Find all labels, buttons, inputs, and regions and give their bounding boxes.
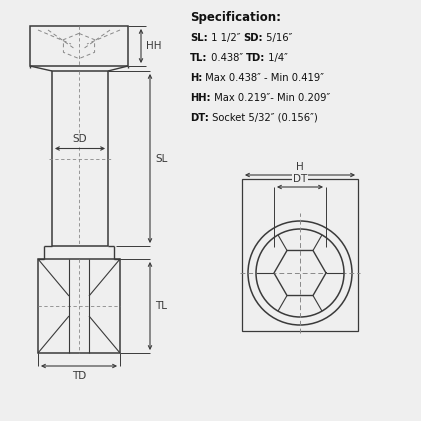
Text: SD: SD <box>73 134 87 144</box>
Text: SL:: SL: <box>190 33 208 43</box>
Text: Socket 5/32″ (0.156″): Socket 5/32″ (0.156″) <box>209 113 317 123</box>
Text: Max 0.219″- Min 0.209″: Max 0.219″- Min 0.209″ <box>210 93 330 103</box>
Bar <box>52 71 108 246</box>
Text: SL: SL <box>155 154 168 163</box>
Text: TL: TL <box>155 301 167 311</box>
Text: Max 0.438″ - Min 0.419″: Max 0.438″ - Min 0.419″ <box>203 73 324 83</box>
Text: 1 1/2″: 1 1/2″ <box>208 33 243 43</box>
Text: HH:: HH: <box>190 93 210 103</box>
Text: TL:: TL: <box>190 53 208 63</box>
Text: 5/16″: 5/16″ <box>263 33 292 43</box>
Text: DT:: DT: <box>190 113 209 123</box>
Bar <box>38 259 120 353</box>
Text: 0.438″: 0.438″ <box>208 53 246 63</box>
Text: SD:: SD: <box>243 33 263 43</box>
Text: H:: H: <box>190 73 203 83</box>
Text: HH: HH <box>146 41 162 51</box>
Text: DT: DT <box>293 174 307 184</box>
Text: TD: TD <box>72 371 86 381</box>
Bar <box>30 26 128 66</box>
Bar <box>242 179 358 331</box>
Text: H: H <box>296 162 304 172</box>
Text: TD:: TD: <box>246 53 265 63</box>
Text: Specification:: Specification: <box>190 11 281 24</box>
Text: 1/4″: 1/4″ <box>265 53 288 63</box>
